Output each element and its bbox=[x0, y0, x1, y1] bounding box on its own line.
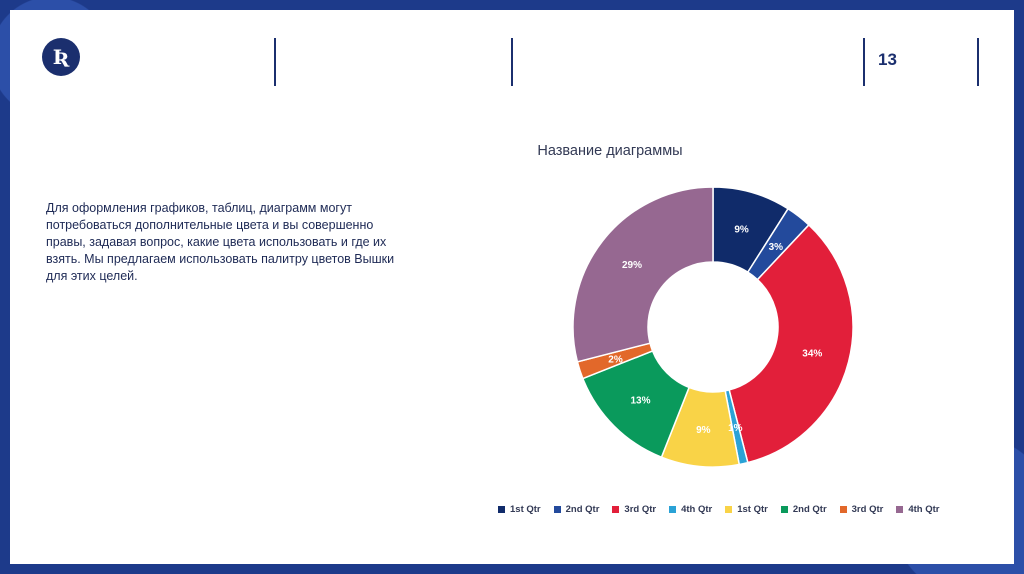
legend-label: 4th Qtr bbox=[681, 504, 713, 515]
legend-swatch bbox=[612, 506, 620, 513]
legend-item-2: 2nd Qtr bbox=[553, 504, 600, 515]
legend-swatch bbox=[896, 506, 904, 513]
legend-swatch bbox=[498, 506, 505, 513]
legend-item-3: 3rd Qtr bbox=[612, 504, 656, 515]
legend-swatch bbox=[669, 506, 677, 513]
header-divider-2 bbox=[511, 38, 513, 86]
chart-legend: 1st Qtr 2nd Qtr 3rd Qtr 4th Qtr 1st Qtr 2nd Q… bbox=[498, 504, 939, 515]
legend-swatch bbox=[725, 506, 733, 513]
header-divider-1 bbox=[274, 38, 276, 86]
slice-label-6: 13% bbox=[631, 395, 651, 406]
page-number: 13 bbox=[878, 50, 897, 69]
slice-label-4: 1% bbox=[728, 423, 743, 434]
slice-label-2: 3% bbox=[769, 242, 784, 253]
slice-label-1: 9% bbox=[734, 225, 749, 236]
legend-item-4: 4th Qtr bbox=[669, 504, 712, 515]
chart-title: Название диаграммы bbox=[537, 143, 683, 159]
svg-text:Ʀ: Ʀ bbox=[53, 45, 70, 69]
legend-label: 1st Qtr bbox=[737, 504, 768, 515]
donut-chart: 9% 3% 34% 1% 9% 13% 2% 29% bbox=[572, 186, 854, 468]
legend-item-1: 1st Qtr bbox=[498, 504, 541, 515]
legend-item-8: 4th Qtr bbox=[896, 504, 939, 515]
legend-swatch bbox=[553, 506, 561, 513]
slice-label-8: 29% bbox=[622, 260, 642, 271]
slice-label-5: 9% bbox=[696, 425, 711, 436]
legend-item-7: 3rd Qtr bbox=[839, 504, 884, 515]
slide: Ʀ 13 Для оформления графиков, таблиц, ди… bbox=[10, 10, 1014, 564]
legend-swatch bbox=[839, 506, 847, 513]
legend-item-5: 1st Qtr bbox=[725, 504, 768, 515]
hse-logo-icon: Ʀ bbox=[42, 38, 80, 76]
slice-label-3: 34% bbox=[802, 348, 822, 359]
legend-label: 2nd Qtr bbox=[792, 504, 827, 515]
legend-swatch bbox=[780, 506, 788, 513]
legend-label: 2nd Qtr bbox=[565, 504, 600, 515]
header-divider-4 bbox=[977, 38, 979, 86]
donut-slice-8 bbox=[572, 186, 714, 363]
legend-item-6: 2nd Qtr bbox=[780, 504, 827, 515]
donut-slice-3 bbox=[728, 223, 854, 464]
header-divider-3 bbox=[863, 38, 865, 86]
legend-label: 3rd Qtr bbox=[851, 504, 884, 515]
body-text: Для оформления графиков, таблиц, диаграм… bbox=[46, 201, 395, 283]
slice-label-7: 2% bbox=[608, 355, 623, 366]
legend-label: 1st Qtr bbox=[510, 504, 541, 515]
legend-label: 4th Qtr bbox=[908, 504, 940, 515]
legend-label: 3rd Qtr bbox=[624, 504, 657, 515]
